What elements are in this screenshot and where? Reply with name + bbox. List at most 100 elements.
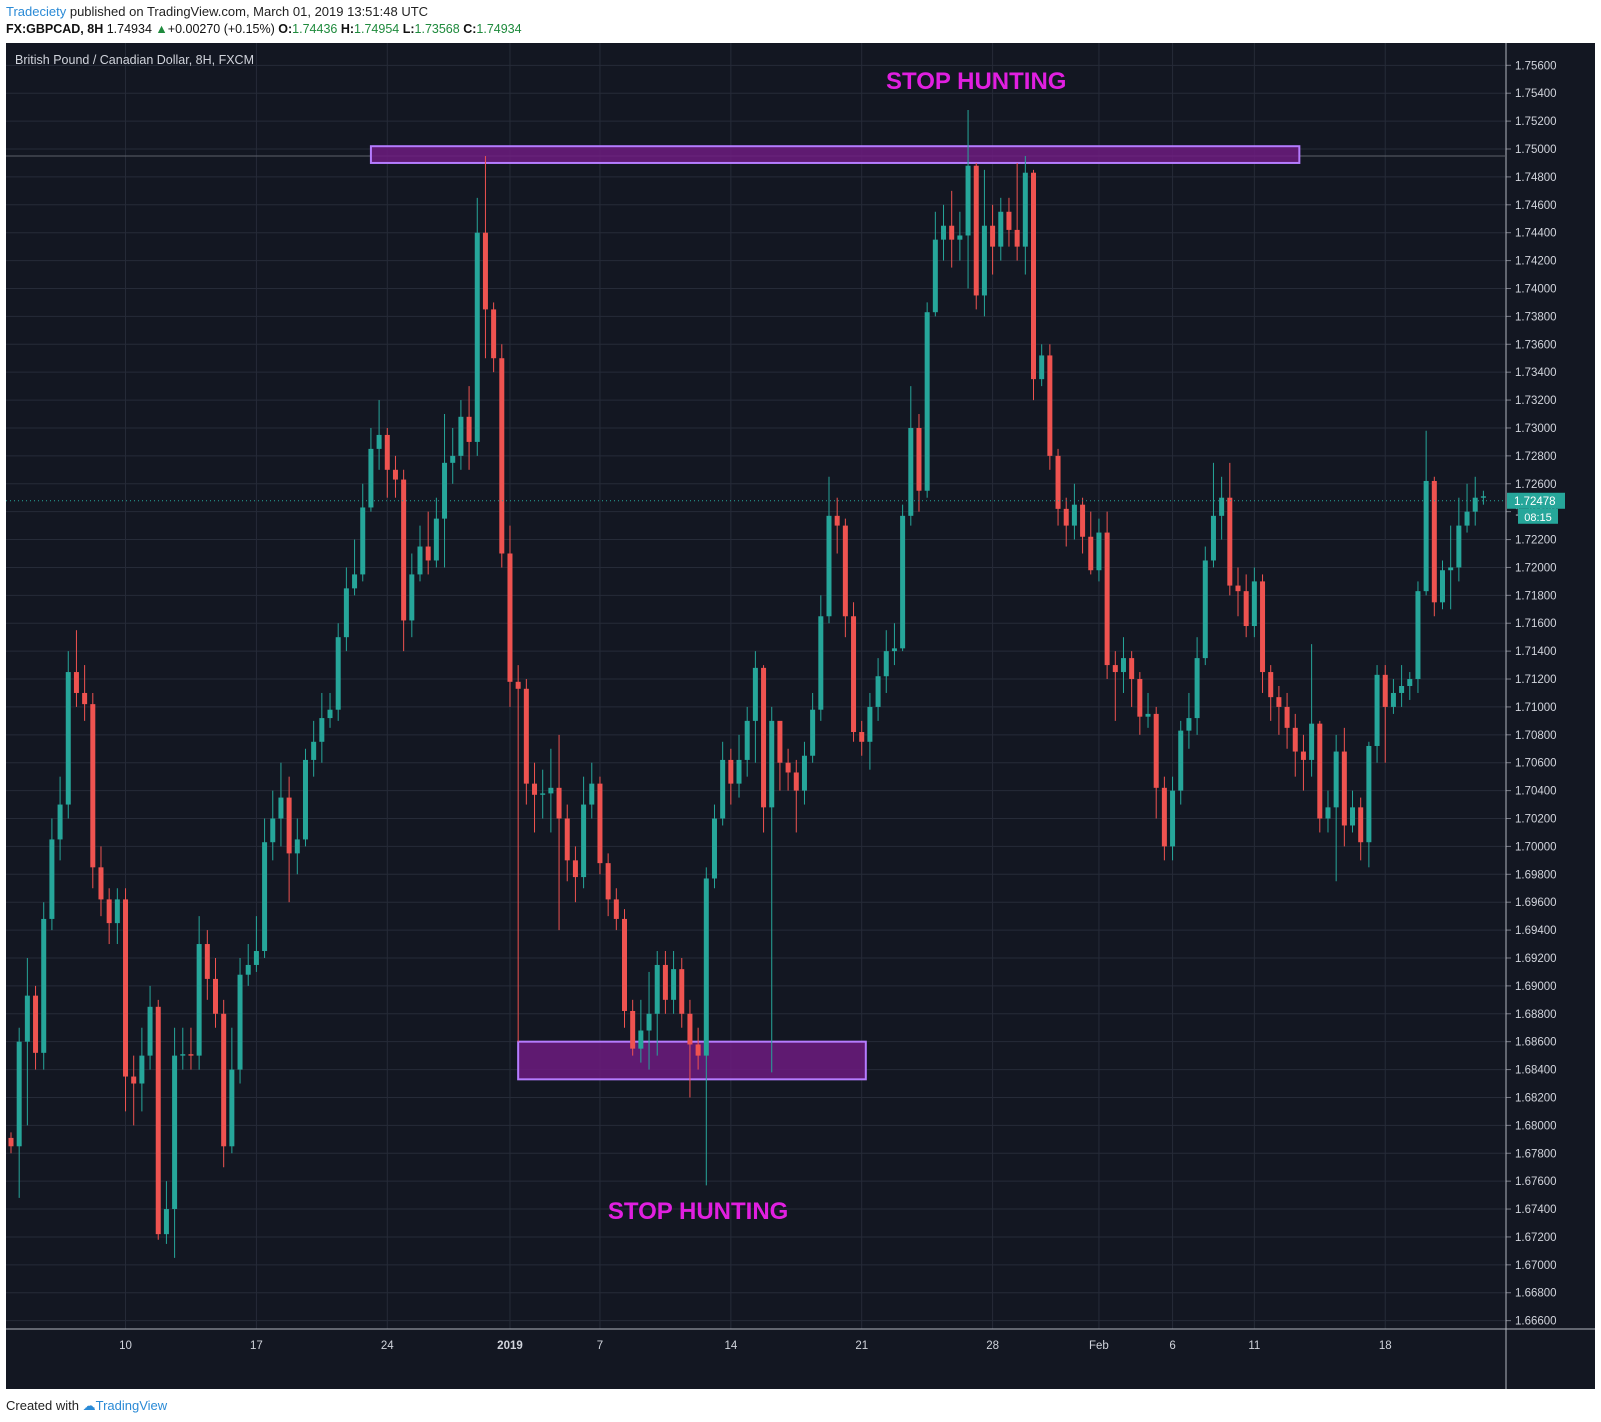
candle-body-up: [1464, 511, 1470, 526]
y-tick-label: 1.72600: [1515, 479, 1557, 491]
candle-body-up: [801, 755, 807, 791]
y-tick-label: 1.69000: [1515, 981, 1557, 993]
y-tick-label: 1.72800: [1515, 451, 1557, 463]
candle-body-down: [1063, 508, 1069, 526]
tradingview-cloud-icon[interactable]: ☁: [82, 1398, 96, 1413]
candle-body-up: [998, 211, 1004, 247]
x-tick-label: 18: [1379, 1340, 1392, 1352]
chart-area[interactable]: 1.75600 1.75400 1.75200 1.75000 1.74800 1.746…: [6, 43, 1595, 1389]
candle-body-up: [24, 995, 30, 1042]
candle-body-down: [916, 427, 922, 491]
candle-body-up: [1325, 807, 1331, 819]
y-tick-label: 1.71800: [1515, 590, 1557, 602]
candle-body-down: [523, 688, 529, 784]
candle-body-up: [1170, 790, 1176, 847]
y-tick-label: 1.69600: [1515, 897, 1557, 909]
candle-body-up: [1178, 730, 1184, 791]
candle-body-up: [581, 804, 587, 878]
candle-body-up: [981, 225, 987, 296]
candle-body-up: [826, 515, 832, 617]
candle-body-down: [834, 515, 840, 526]
y-tick-label: 1.74400: [1515, 228, 1557, 240]
candle-body-up: [867, 706, 873, 742]
symbol-info-line: FX:GBPCAD, 8H 1.74934 ▲+0.00270 (+0.15%)…: [6, 22, 522, 36]
candle-body-up: [1399, 686, 1405, 693]
candle-body-up: [311, 741, 317, 760]
candle-body-down: [466, 416, 472, 442]
candle-body-up: [163, 1209, 169, 1235]
candle-body-down: [1112, 665, 1118, 673]
candle-body-up: [703, 878, 709, 1056]
publisher-name[interactable]: Tradeciety: [6, 4, 67, 19]
candle-body-up: [114, 899, 120, 924]
candle-body-up: [720, 759, 726, 819]
candle-body-down: [33, 995, 39, 1053]
y-tick-label: 1.73000: [1515, 423, 1557, 435]
y-tick-label: 1.74000: [1515, 283, 1557, 295]
candle-body-up: [376, 434, 382, 449]
y-tick-label: 1.75200: [1515, 116, 1557, 128]
candle-body-down: [785, 762, 791, 773]
candle-body-up: [1309, 723, 1315, 760]
up-triangle-icon: ▲: [155, 22, 168, 36]
candle-body-up: [1440, 570, 1445, 603]
last-price: 1.74934: [106, 22, 152, 36]
candle-body-up: [1480, 496, 1486, 498]
chart-title: British Pound / Canadian Dollar, 8H, FXC…: [15, 53, 254, 67]
high-label: H:: [340, 22, 355, 36]
candle-body-up: [41, 918, 47, 1053]
candle-body-down: [662, 964, 668, 1000]
candle-body-up: [736, 759, 742, 784]
price-chart[interactable]: 1.75600 1.75400 1.75200 1.75000 1.74800 1.746…: [6, 43, 1595, 1389]
candle-body-up: [810, 709, 816, 756]
candle-body-down: [123, 899, 129, 1077]
footer: Created with ☁TradingView: [6, 1398, 167, 1414]
candle-body-up: [327, 709, 333, 719]
candle-body-down: [842, 525, 848, 617]
y-tick-label: 1.72000: [1515, 562, 1557, 574]
candle-body-down: [1055, 455, 1061, 509]
candle-body-down: [859, 732, 865, 742]
candle-body-down: [515, 681, 521, 689]
candle-body-up: [262, 842, 268, 952]
x-tick-label: Feb: [1089, 1340, 1109, 1352]
candle-body-up: [1374, 674, 1380, 746]
countdown-tag: [1518, 508, 1558, 524]
y-tick-label: 1.68400: [1515, 1065, 1557, 1077]
candle-body-up: [1039, 355, 1045, 380]
y-tick-label: 1.73600: [1515, 339, 1557, 351]
candle-body-up: [417, 546, 423, 575]
candle-body-down: [155, 1006, 161, 1235]
x-tick-label: 21: [855, 1340, 868, 1352]
y-tick-label: 1.74800: [1515, 172, 1557, 184]
candle-body-up: [1423, 480, 1429, 592]
candle-body-up: [270, 818, 276, 843]
y-tick-label: 1.75600: [1515, 60, 1557, 72]
candle-body-down: [613, 899, 619, 919]
annotation-stop-hunting: STOP HUNTING: [886, 68, 1066, 95]
y-tick-label: 1.68000: [1515, 1120, 1557, 1132]
candle-body-up: [589, 783, 595, 805]
candle-body-down: [1129, 658, 1135, 680]
candle-body-up: [932, 239, 938, 313]
tradingview-brand-link[interactable]: TradingView: [95, 1398, 168, 1413]
candle-body-up: [139, 1055, 145, 1084]
candle-body-up: [172, 1055, 178, 1210]
y-tick-label: 1.67600: [1515, 1176, 1557, 1188]
y-tick-label: 1.75400: [1515, 88, 1557, 100]
x-tick-label: 2019: [497, 1340, 523, 1352]
candle-body-down: [1276, 697, 1282, 707]
annotation-stop-hunting: STOP HUNTING: [608, 1198, 788, 1225]
x-tick-label: 7: [597, 1340, 603, 1352]
candle-body-down: [482, 232, 488, 310]
candle-body-up: [1071, 504, 1077, 526]
candle-body-up: [540, 793, 546, 795]
high-value: 1.74954: [354, 22, 400, 36]
candle-body-down: [499, 358, 505, 554]
candle-body-down: [1047, 355, 1053, 456]
candle-body-up: [900, 515, 906, 649]
y-tick-label: 1.72200: [1515, 535, 1557, 547]
low-value: 1.73568: [414, 22, 460, 36]
candle-body-up: [638, 1030, 644, 1049]
candle-body-up: [744, 720, 750, 760]
